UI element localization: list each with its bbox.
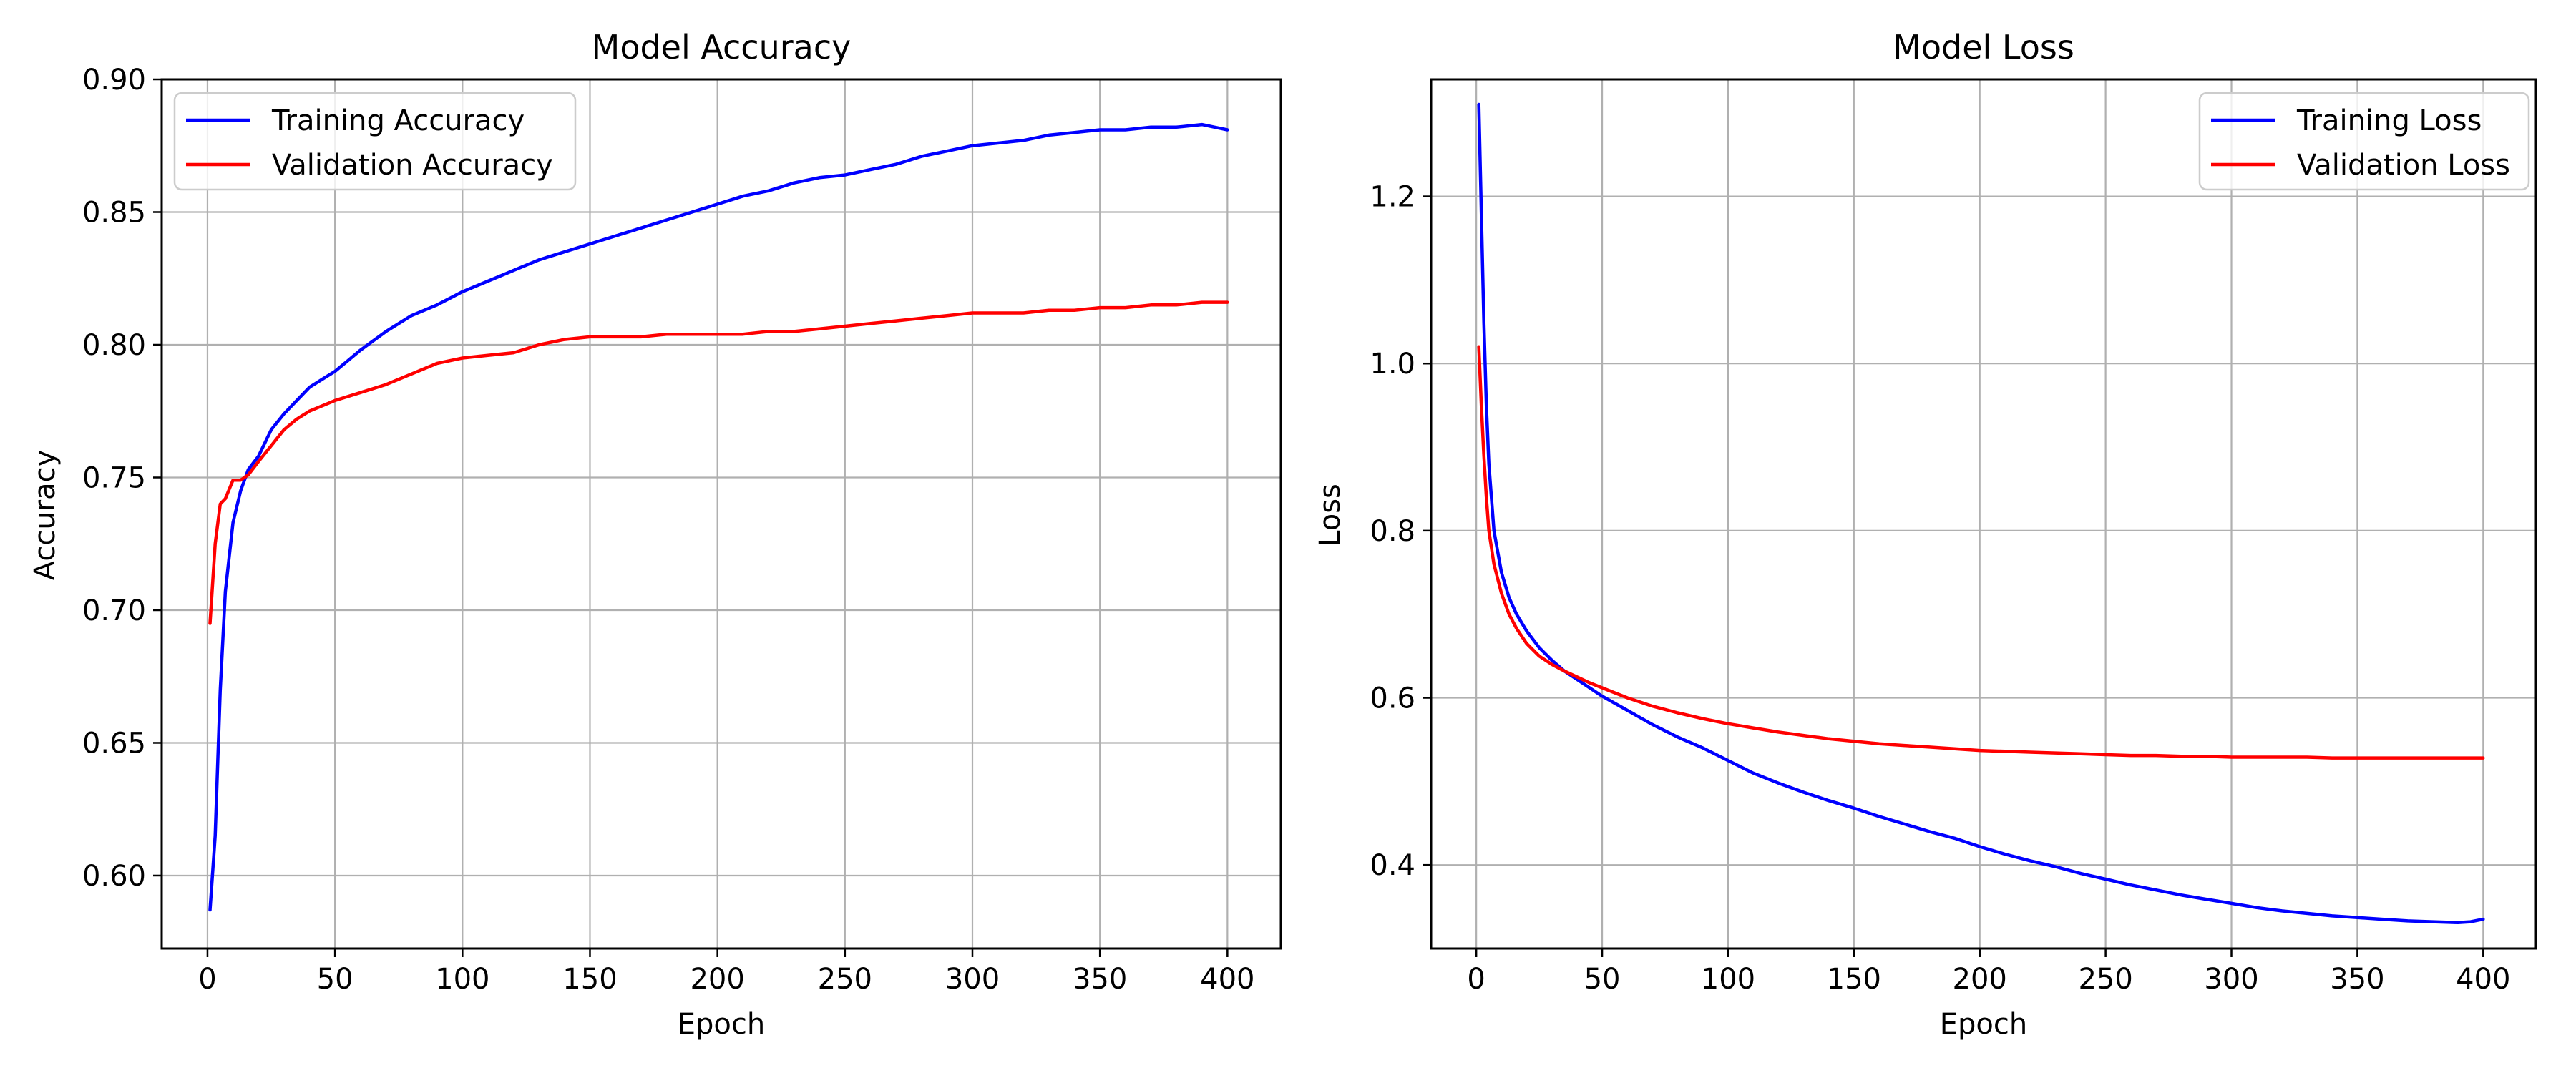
legend-label-training: Training Loss (2296, 104, 2482, 137)
y-tick-label: 0.75 (82, 461, 146, 494)
legend: Training Accuracy Validation Accuracy (175, 93, 575, 190)
x-tick-label: 100 (435, 963, 489, 996)
x-tick-label: 0 (1467, 963, 1485, 996)
x-tick-label: 50 (317, 963, 353, 996)
x-axis-label: Epoch (678, 1008, 765, 1041)
x-tick-label: 250 (818, 963, 872, 996)
y-tick-label: 0.60 (82, 860, 146, 893)
legend-label-training: Training Accuracy (271, 104, 525, 137)
y-tick-label: 0.85 (82, 196, 146, 229)
x-tick-label: 300 (945, 963, 1000, 996)
y-axis-label: Loss (1314, 484, 1347, 547)
y-tick-label: 0.90 (82, 64, 146, 97)
x-tick-label: 350 (1073, 963, 1127, 996)
x-tick-label: 200 (690, 963, 744, 996)
y-tick-label: 1.0 (1370, 348, 1415, 381)
x-tick-label: 300 (2204, 963, 2258, 996)
y-tick-label: 0.70 (82, 594, 146, 627)
x-tick-label: 250 (2078, 963, 2132, 996)
x-tick-label: 150 (1827, 963, 1881, 996)
x-tick-label: 50 (1584, 963, 1621, 996)
legend-label-validation: Validation Accuracy (272, 149, 553, 182)
y-tick-label: 1.2 (1370, 181, 1415, 214)
x-tick-label: 350 (2330, 963, 2384, 996)
x-tick-label: 100 (1701, 963, 1755, 996)
legend: Training Loss Validation Loss (2200, 93, 2529, 190)
y-tick-label: 0.4 (1370, 849, 1415, 882)
x-tick-label: 400 (2456, 963, 2510, 996)
x-tick-label: 0 (198, 963, 216, 996)
chart-title: Model Loss (1893, 28, 2074, 67)
x-tick-label: 200 (1953, 963, 2007, 996)
legend-label-validation: Validation Loss (2297, 149, 2510, 182)
y-axis-label: Accuracy (29, 450, 62, 581)
x-tick-label: 400 (1200, 963, 1254, 996)
chart-title: Model Accuracy (592, 28, 852, 67)
y-tick-label: 0.6 (1370, 682, 1415, 715)
y-tick-label: 0.80 (82, 329, 146, 362)
x-tick-label: 150 (562, 963, 617, 996)
x-axis-label: Epoch (1940, 1008, 2027, 1041)
y-tick-label: 0.8 (1370, 515, 1415, 548)
y-tick-label: 0.65 (82, 727, 146, 760)
